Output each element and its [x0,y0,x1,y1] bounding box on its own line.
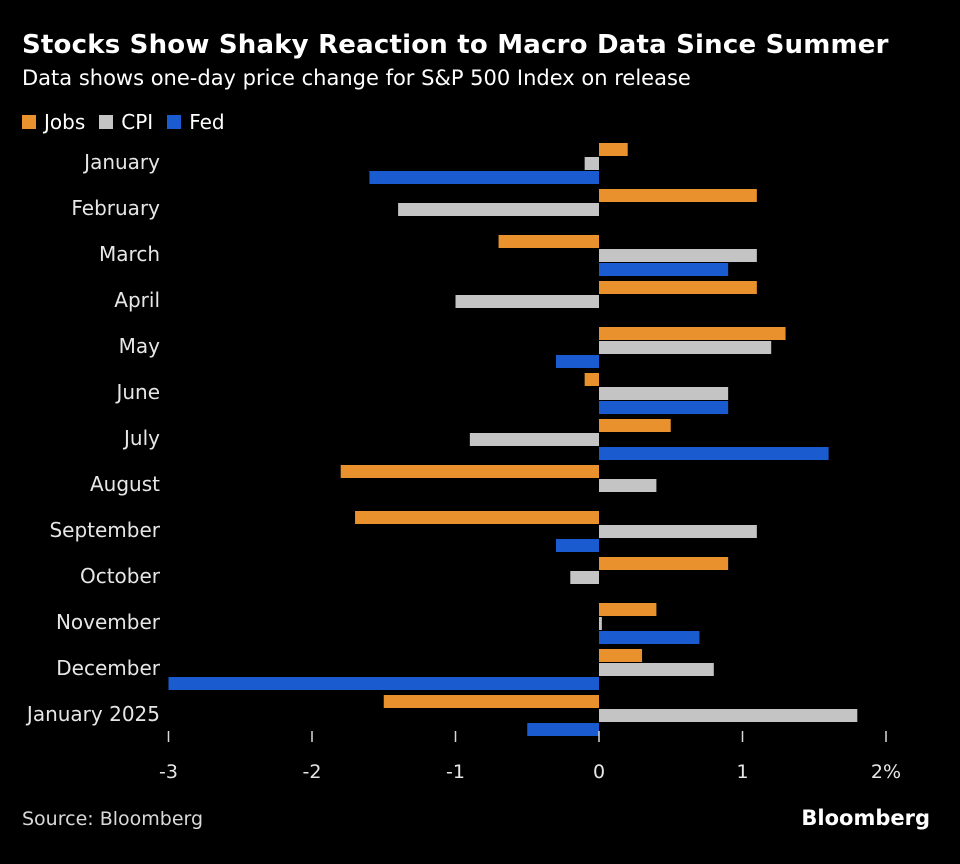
category-label-may: May [119,334,161,358]
bar-cpi-may [599,341,772,354]
legend-label-fed: Fed [189,110,225,134]
bar-fed-november [599,631,700,644]
category-label-january-2025: January 2025 [25,702,160,726]
bar-jobs-march [498,235,599,248]
bar-cpi-june [599,387,729,400]
bar-chart: January February March April May June July Augu… [25,143,901,783]
bar-cpi-february [398,203,599,216]
bar-cpi-january [584,157,599,170]
bar-cpi-april [455,295,599,308]
category-label-december: December [56,656,160,680]
category-label-november: November [56,610,161,634]
category-label-july: July [122,426,160,450]
bar-jobs-october [599,557,729,570]
legend: Jobs CPI Fed [22,110,239,134]
category-label-february: February [71,196,160,220]
bloomberg-logo: Bloomberg [801,806,930,830]
bar-cpi-december [599,663,714,676]
bar-fed-march [599,263,729,276]
category-label-october: October [80,564,161,588]
legend-item-cpi: CPI [99,110,153,134]
category-label-january: January [82,150,160,174]
bar-jobs-january-2025 [383,695,599,708]
source-note: Source: Bloomberg [22,808,204,830]
bar-fed-january-2025 [527,723,599,736]
bar-fed-january [369,171,599,184]
bar-jobs-january [599,143,628,156]
bar-jobs-september [355,511,599,524]
bar-cpi-august [599,479,657,492]
category-label-september: September [49,518,160,542]
legend-swatch-jobs [22,115,36,129]
bar-jobs-april [599,281,757,294]
bar-fed-december [168,677,599,690]
bar-cpi-september [599,525,757,538]
bar-cpi-march [599,249,757,262]
chart-title: Stocks Show Shaky Reaction to Macro Data… [22,30,889,60]
legend-label-cpi: CPI [121,110,154,134]
bar-cpi-october [570,571,599,584]
bar-fed-may [555,355,599,368]
bar-fed-july [599,447,829,460]
chart-subtitle: Data shows one-day price change for S&P … [22,66,691,90]
bar-cpi-november [599,617,602,630]
bar-fed-september [555,539,599,552]
x-tick-label: 0 [593,761,605,783]
x-tick-label: 2% [871,761,901,783]
category-label-april: April [114,288,160,312]
legend-item-fed: Fed [167,110,225,134]
bar-jobs-august [340,465,599,478]
bar-jobs-december [599,649,643,662]
category-label-march: March [99,242,160,266]
x-tick-label: 1 [736,761,748,783]
category-label-june: June [114,380,160,404]
bar-jobs-november [599,603,657,616]
bar-jobs-june [584,373,599,386]
category-label-august: August [90,472,160,496]
x-tick-label: -3 [159,761,178,783]
x-tick-label: -2 [303,761,322,783]
bar-jobs-february [599,189,757,202]
legend-item-jobs: Jobs [22,110,85,134]
bar-cpi-july [469,433,599,446]
legend-swatch-cpi [99,115,114,129]
x-tick-label: -1 [446,761,465,783]
bar-jobs-may [599,327,786,340]
legend-label-jobs: Jobs [44,110,86,134]
bar-cpi-january-2025 [599,709,858,722]
bar-jobs-july [599,419,671,432]
legend-swatch-fed [167,115,182,129]
bar-fed-june [599,401,729,414]
